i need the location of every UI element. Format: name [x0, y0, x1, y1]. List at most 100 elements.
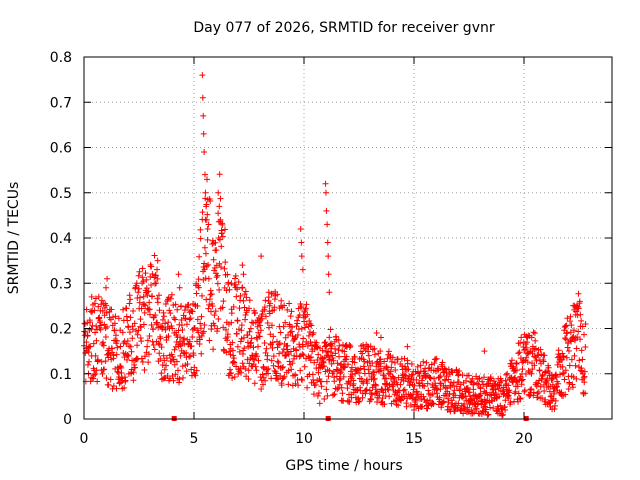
data-point	[135, 285, 142, 292]
data-point	[169, 325, 176, 332]
data-point	[158, 376, 165, 383]
data-point	[257, 327, 264, 334]
data-point	[346, 398, 353, 405]
data-point	[150, 342, 157, 349]
data-point	[226, 286, 233, 293]
data-point	[233, 330, 240, 337]
data-point	[110, 383, 117, 390]
data-point	[323, 207, 330, 214]
data-point	[292, 371, 299, 378]
data-point	[374, 388, 381, 395]
data-point	[328, 360, 335, 367]
data-point	[331, 378, 338, 385]
data-point	[99, 307, 106, 314]
data-point	[355, 398, 362, 405]
data-point	[285, 367, 292, 374]
data-point	[530, 389, 537, 396]
data-point	[372, 382, 379, 389]
x-tick-label: 0	[80, 431, 89, 447]
data-point	[102, 325, 109, 332]
data-point	[339, 390, 346, 397]
data-point	[276, 340, 283, 347]
data-point	[291, 335, 298, 342]
data-point	[209, 240, 216, 247]
chart-title: Day 077 of 2026, SRMTID for receiver gvn…	[193, 20, 494, 36]
data-point	[315, 389, 322, 396]
data-point	[392, 366, 399, 373]
data-point	[205, 275, 212, 282]
data-point	[97, 322, 104, 329]
data-point	[92, 371, 99, 378]
data-point	[105, 381, 112, 388]
data-point	[542, 396, 549, 403]
data-point	[227, 351, 234, 358]
data-point	[179, 363, 186, 370]
data-point	[323, 378, 330, 385]
data-point	[429, 391, 436, 398]
data-point	[430, 400, 437, 407]
data-point	[274, 358, 281, 365]
data-point	[388, 358, 395, 365]
data-point	[405, 366, 412, 373]
data-point	[130, 369, 137, 376]
data-point	[216, 171, 223, 178]
data-point	[155, 292, 162, 299]
data-point	[308, 354, 315, 361]
data-point	[566, 380, 573, 387]
data-point	[531, 330, 538, 337]
data-point	[305, 332, 312, 339]
data-point	[304, 384, 311, 391]
data-point	[214, 325, 221, 332]
data-point	[144, 292, 151, 299]
data-point	[103, 375, 110, 382]
data-point	[579, 356, 586, 363]
data-point	[194, 316, 201, 323]
data-point	[512, 374, 519, 381]
data-point	[420, 358, 427, 365]
data-point	[318, 383, 325, 390]
data-point	[367, 396, 374, 403]
data-point	[130, 377, 137, 384]
data-point	[502, 407, 509, 414]
data-point	[222, 259, 229, 266]
data-point	[424, 405, 431, 412]
data-point	[110, 352, 117, 359]
data-point	[521, 388, 528, 395]
data-point	[562, 323, 569, 330]
data-point	[174, 367, 181, 374]
data-point	[455, 400, 462, 407]
data-point	[416, 373, 423, 380]
data-point	[329, 352, 336, 359]
data-point	[518, 381, 525, 388]
data-point	[559, 363, 566, 370]
data-point	[249, 352, 256, 359]
data-point	[284, 342, 291, 349]
data-point	[448, 397, 455, 404]
data-point	[216, 236, 223, 243]
data-point	[338, 360, 345, 367]
data-point	[265, 365, 272, 372]
data-point	[323, 189, 329, 196]
data-point	[336, 353, 343, 360]
data-point	[238, 322, 245, 329]
data-point	[224, 337, 231, 344]
data-point	[343, 356, 350, 363]
data-point	[335, 337, 342, 344]
data-point	[128, 348, 135, 355]
data-point	[378, 334, 384, 341]
data-point	[134, 342, 141, 349]
x-axis-label: GPS time / hours	[285, 458, 402, 474]
data-point	[158, 344, 165, 351]
data-point	[531, 353, 538, 360]
data-point	[124, 317, 131, 324]
data-point	[397, 381, 404, 388]
data-point	[221, 265, 228, 272]
data-point	[364, 380, 371, 387]
data-point	[199, 72, 206, 79]
data-point	[201, 149, 208, 156]
data-point	[530, 392, 537, 399]
data-point	[196, 336, 203, 343]
data-point	[330, 391, 337, 398]
data-point	[389, 354, 396, 361]
data-point	[242, 365, 249, 372]
